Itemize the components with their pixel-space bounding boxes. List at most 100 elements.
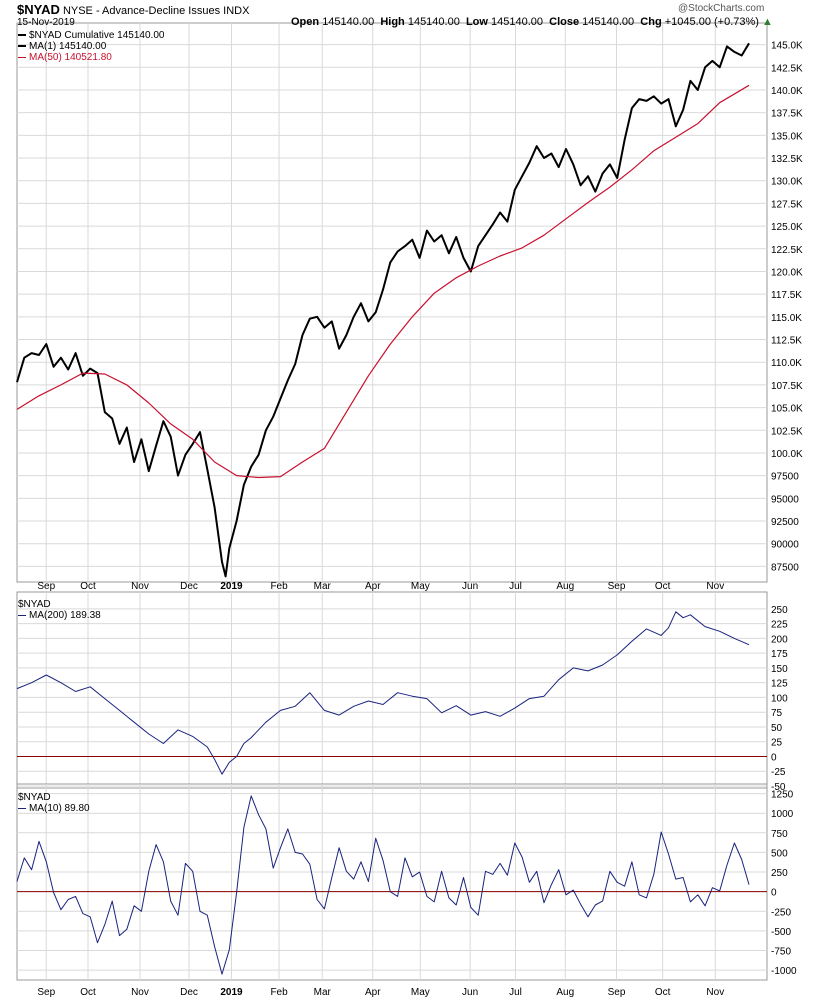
watermark: @StockCharts.com — [678, 3, 765, 14]
y-tick-label: 125.0K — [771, 222, 803, 233]
y-tick-label: -25 — [771, 767, 786, 778]
main-legend: $NYAD Cumulative 145140.00 MA(1) 145140.… — [18, 30, 164, 63]
y-tick-label: 127.5K — [771, 199, 803, 210]
y-tick-label: 0 — [771, 752, 777, 763]
high-label: High — [380, 16, 405, 28]
date-label: 15-Nov-2019 — [17, 17, 75, 28]
y-tick-label: -1000 — [771, 966, 797, 977]
chg-value: +1045.00 (+0.73%) — [664, 16, 759, 28]
x-tick-label: Feb — [270, 987, 288, 998]
x-tick-label: Jun — [462, 581, 478, 592]
y-tick-label: 130.0K — [771, 177, 803, 188]
x-tick-label: Dec — [180, 987, 198, 998]
y-tick-label: 107.5K — [771, 381, 803, 392]
bottom-legend: $NYAD MA(10) 89.80 — [18, 792, 90, 814]
legend-text: $NYAD — [18, 792, 51, 803]
x-tick-label: Aug — [556, 581, 574, 592]
legend-swatch — [18, 56, 26, 58]
y-tick-label: 200 — [771, 634, 788, 645]
x-tick-label: Oct — [80, 987, 96, 998]
y-tick-label: 1000 — [771, 809, 794, 820]
x-tick-label: Mar — [314, 987, 332, 998]
y-tick-label: 75 — [771, 708, 783, 719]
x-tick-label: Sep — [608, 987, 626, 998]
y-tick-label: 135.0K — [771, 131, 803, 142]
y-tick-label: 140.0K — [771, 86, 803, 97]
legend-swatch — [18, 807, 26, 809]
legend-text: $NYAD Cumulative 145140.00 — [29, 30, 165, 41]
x-tick-label: Oct — [655, 987, 671, 998]
x-tick-label: Oct — [80, 581, 96, 592]
legend-text: MA(1) 145140.00 — [29, 41, 107, 52]
x-tick-label: 2019 — [220, 581, 243, 592]
y-tick-label: 137.5K — [771, 109, 803, 120]
y-tick-label: 112.5K — [771, 336, 802, 347]
y-tick-label: 225 — [771, 620, 788, 631]
ohlc-bar: Open 145140.00 High 145140.00 Low 145140… — [291, 16, 773, 28]
y-tick-label: 97500 — [771, 472, 799, 483]
close-value: 145140.00 — [582, 16, 635, 28]
x-tick-label: Apr — [365, 581, 381, 592]
high-value: 145140.00 — [407, 16, 460, 28]
legend-item-cumulative: $NYAD Cumulative 145140.00 — [18, 30, 164, 41]
x-tick-label: Dec — [180, 581, 198, 592]
y-tick-label: 250 — [771, 868, 788, 879]
y-tick-label: 142.5K — [771, 63, 803, 74]
suffix-label: INDX — [223, 5, 250, 17]
chart-title: $NYAD NYSE - Advance-Decline Issues INDX — [17, 2, 249, 17]
legend-item-ma10: MA(10) 89.80 — [18, 803, 90, 814]
up-arrow-icon: ▲ — [762, 16, 773, 28]
x-tick-label: Apr — [365, 987, 381, 998]
main-panel-frame — [16, 22, 768, 583]
x-tick-label: Nov — [706, 987, 724, 998]
series-line-ma-50- — [16, 84, 750, 479]
y-tick-label: 100.0K — [771, 449, 803, 460]
x-tick-label: Jun — [462, 987, 478, 998]
x-tick-label: Nov — [131, 987, 149, 998]
y-tick-label: -50 — [771, 782, 786, 793]
y-tick-label: 115.0K — [771, 313, 802, 324]
x-tick-label: Jul — [509, 987, 522, 998]
y-tick-label: 102.5K — [771, 426, 803, 437]
x-tick-label: May — [411, 581, 430, 592]
open-label: Open — [291, 16, 320, 28]
x-tick-label: Mar — [314, 581, 332, 592]
y-tick-label: -250 — [771, 907, 791, 918]
x-tick-label: Sep — [37, 581, 55, 592]
legend-swatch — [18, 45, 26, 48]
y-tick-label: 105.0K — [771, 404, 803, 415]
y-tick-label: 110.0K — [771, 358, 802, 369]
y-tick-label: 125 — [771, 679, 788, 690]
series-line-ma-200- — [16, 611, 750, 775]
low-value: 145140.00 — [491, 16, 544, 28]
y-tick-label: 145.0K — [771, 41, 803, 52]
symbol-label: $NYAD — [17, 2, 60, 17]
y-tick-label: 0 — [771, 888, 777, 899]
legend-item-ma50: MA(50) 140521.80 — [18, 52, 164, 63]
open-value: 145140.00 — [322, 16, 375, 28]
x-tick-label: Oct — [655, 581, 671, 592]
y-tick-label: 122.5K — [771, 245, 803, 256]
x-tick-label: Jul — [509, 581, 522, 592]
y-tick-label: 95000 — [771, 494, 799, 505]
y-tick-label: 132.5K — [771, 154, 803, 165]
y-tick-label: 50 — [771, 723, 783, 734]
y-tick-label: 750 — [771, 829, 788, 840]
y-tick-label: 500 — [771, 848, 788, 859]
y-tick-label: 175 — [771, 649, 788, 660]
legend-text: MA(50) 140521.80 — [29, 52, 112, 63]
x-tick-label: Sep — [37, 987, 55, 998]
series-line--nyad-cumulative — [16, 42, 750, 578]
y-tick-label: 25 — [771, 738, 783, 749]
y-tick-label: 250 — [771, 605, 788, 616]
x-tick-label: 2019 — [220, 987, 243, 998]
y-tick-label: 92500 — [771, 517, 799, 528]
x-tick-label: Sep — [608, 581, 626, 592]
legend-item-ma1: MA(1) 145140.00 — [18, 41, 164, 52]
y-tick-label: 100 — [771, 693, 788, 704]
legend-text: MA(10) 89.80 — [29, 803, 90, 814]
legend-swatch — [18, 614, 26, 616]
low-label: Low — [465, 16, 488, 28]
y-tick-label: -500 — [771, 927, 791, 938]
